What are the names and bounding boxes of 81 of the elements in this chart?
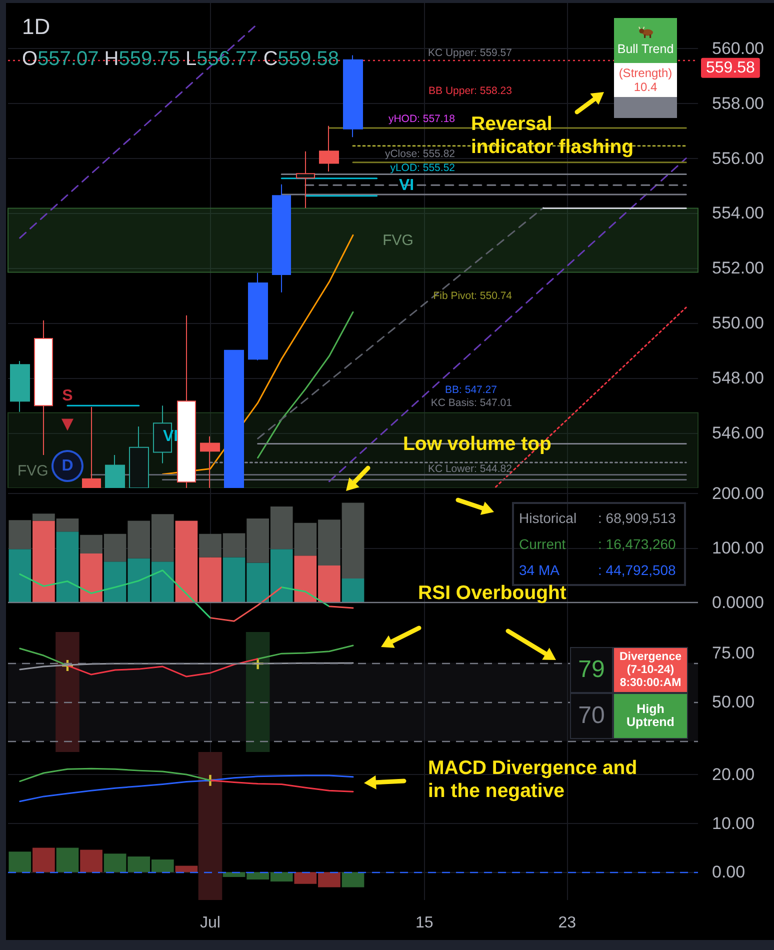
y-tick-label: 546.00 bbox=[712, 424, 764, 443]
candlestick bbox=[343, 54, 363, 138]
candlestick bbox=[105, 454, 125, 488]
y-tick-label: 10.00 bbox=[712, 814, 755, 833]
bar bbox=[198, 752, 222, 900]
annotation: Fib Pivot: 550.74 bbox=[433, 290, 512, 302]
candlestick bbox=[177, 314, 196, 488]
bar bbox=[56, 848, 79, 872]
annotation: yLOD: 555.52 bbox=[390, 162, 455, 174]
line-series bbox=[19, 644, 354, 678]
data-label: D bbox=[62, 458, 74, 475]
annotation: Historical bbox=[519, 510, 577, 526]
annotation: yClose: 555.82 bbox=[384, 148, 455, 160]
y-tick-label: 100.00 bbox=[712, 538, 764, 558]
y-tick-label: 548.00 bbox=[712, 368, 764, 388]
bar bbox=[80, 850, 102, 872]
y-tick-label: 552.00 bbox=[712, 258, 764, 278]
annotation: : 16,473,260 bbox=[598, 535, 676, 554]
x-tick-label: 15 bbox=[415, 914, 434, 932]
bar bbox=[32, 848, 55, 872]
annotation: High Uptrend bbox=[626, 702, 676, 729]
y-tick-label: 0.0000 bbox=[712, 593, 764, 612]
candlestick bbox=[248, 272, 268, 361]
candlestick bbox=[296, 150, 315, 208]
y-tick-label: 75.00 bbox=[712, 643, 755, 662]
y-tick-label: 550.00 bbox=[712, 314, 764, 333]
y-tick-label: 558.00 bbox=[712, 94, 764, 113]
candlestick bbox=[82, 406, 101, 488]
annotation: : 68,909,513 bbox=[598, 509, 676, 528]
annotation: yHOD: 557.18 bbox=[388, 113, 455, 125]
bar bbox=[56, 532, 79, 603]
y-tick-label: 560.00 bbox=[712, 38, 764, 58]
bar bbox=[342, 578, 364, 603]
band-label: FVG bbox=[382, 232, 414, 249]
annotation: KC Basis: 547.01 bbox=[430, 397, 512, 409]
candlestick bbox=[272, 184, 291, 293]
y-tick-label: 20.00 bbox=[712, 764, 755, 784]
status-panel: Bull Trend (Strength) 10.4 bbox=[614, 18, 677, 118]
bar bbox=[8, 549, 32, 603]
annotation: MACD Divergence and in the negative bbox=[428, 757, 638, 803]
annotation: Bull Trend bbox=[617, 42, 674, 56]
annotation: BB Upper: 558.23 bbox=[428, 85, 512, 97]
candlestick bbox=[34, 320, 53, 456]
annotation: Current bbox=[519, 536, 566, 552]
band-label: FVG bbox=[18, 462, 48, 480]
annotation: KC Upper: 559.57 bbox=[428, 47, 512, 59]
bar bbox=[32, 520, 55, 603]
annotation: : 44,792,508 bbox=[598, 561, 676, 580]
x-tick-label: 23 bbox=[558, 914, 576, 932]
annotation: 70 bbox=[578, 702, 605, 730]
annotation: Low volume top bbox=[403, 433, 552, 456]
bar bbox=[8, 852, 32, 872]
annotation: Divergence (7-10-24) 8:30:00:AM bbox=[617, 650, 684, 690]
annotation: 79 bbox=[578, 656, 605, 684]
annotation: 34 MA bbox=[519, 562, 560, 578]
y-tick-label: 556.00 bbox=[712, 148, 764, 168]
ref-line-label: 559.58 bbox=[706, 59, 756, 76]
y-tick-label: 0.00 bbox=[712, 862, 746, 882]
bar bbox=[80, 553, 102, 603]
line-series bbox=[19, 570, 354, 622]
line-series bbox=[19, 774, 354, 802]
bar bbox=[175, 866, 198, 872]
annotation: RSI Overbought bbox=[418, 582, 566, 605]
y-tick-label: 554.00 bbox=[712, 204, 764, 223]
x-tick-label: Jul bbox=[200, 914, 220, 932]
y-tick-label: 200.00 bbox=[712, 484, 764, 503]
candlestick bbox=[319, 125, 339, 172]
line-series bbox=[257, 311, 354, 459]
line-series bbox=[19, 768, 354, 792]
text: O557.07 H559.75 L556.77 C559.58 bbox=[22, 48, 339, 70]
candlestick bbox=[224, 350, 244, 488]
bar bbox=[342, 872, 364, 888]
candlestick bbox=[200, 436, 220, 488]
annotation: (Strength) 10.4 bbox=[614, 63, 677, 97]
candlestick bbox=[129, 426, 149, 488]
y-tick-label: 50.00 bbox=[712, 692, 755, 712]
annotation: BB: 547.27 bbox=[445, 384, 497, 396]
data-label: S bbox=[62, 387, 74, 404]
candlestick bbox=[10, 360, 30, 412]
annotation: KC Lower: 544.82 bbox=[428, 463, 512, 475]
text: 1D bbox=[22, 14, 50, 40]
